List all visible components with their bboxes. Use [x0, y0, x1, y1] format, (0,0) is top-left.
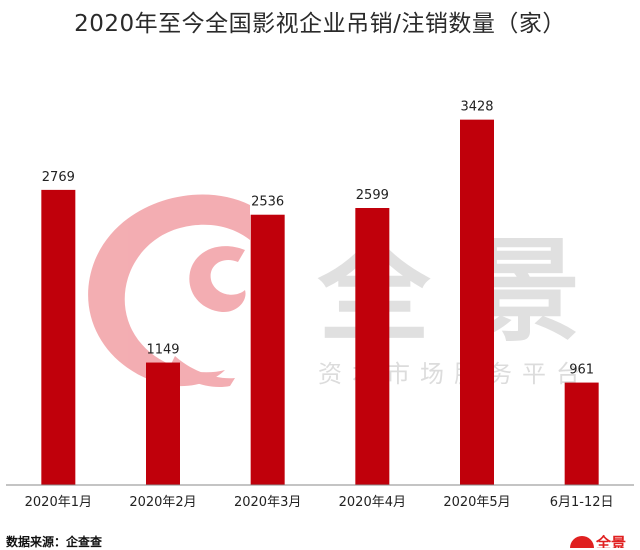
corner-logo-text: 全景 [595, 534, 626, 548]
bar-4 [355, 208, 390, 485]
category-label-5: 2020年5月 [443, 495, 510, 510]
value-label-1: 2769 [42, 170, 75, 185]
category-label-4: 2020年4月 [339, 495, 406, 510]
data-source-note: 数据来源：企查查 [6, 535, 103, 549]
category-label-2: 2020年2月 [129, 495, 196, 510]
value-label-6: 961 [569, 363, 594, 378]
chart-title: 2020年至今全国影视企业吊销/注销数量（家） [74, 11, 566, 37]
value-label-5: 3428 [460, 100, 493, 115]
bar-2 [146, 362, 180, 485]
watermark-swirl-icon [88, 194, 250, 388]
bar-3 [250, 214, 285, 485]
category-label-6: 6月1-12日 [550, 495, 614, 510]
value-label-4: 2599 [356, 188, 389, 203]
value-label-3: 2536 [251, 195, 284, 210]
category-label-3: 2020年3月 [234, 495, 301, 510]
bar-1 [41, 189, 76, 486]
bars-group [41, 119, 599, 486]
value-labels-group: 2769 1149 2536 2599 3428 961 [42, 100, 594, 378]
category-label-1: 2020年1月 [25, 495, 92, 510]
value-label-2: 1149 [146, 343, 179, 358]
bar-5 [460, 119, 494, 485]
category-labels-group: 2020年1月 2020年2月 2020年3月 2020年4月 2020年5月 6月1-1… [25, 495, 614, 510]
bar-6 [564, 382, 599, 485]
brand-corner-logo: 全景 [570, 534, 626, 548]
